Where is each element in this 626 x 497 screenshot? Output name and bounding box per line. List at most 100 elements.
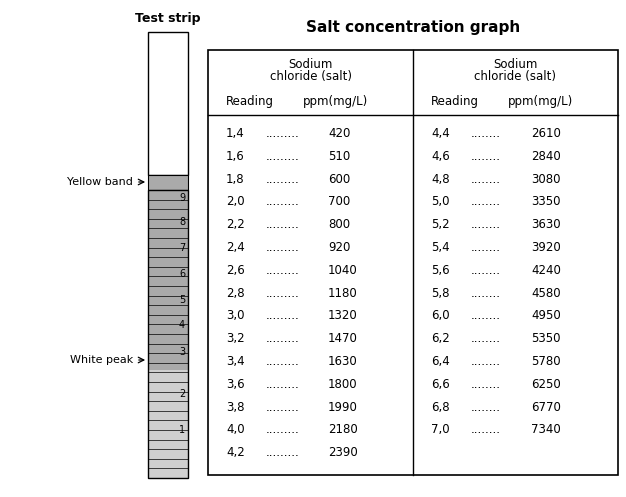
Text: 1,6: 1,6: [226, 150, 245, 163]
Text: 2,4: 2,4: [226, 241, 245, 254]
Text: chloride (salt): chloride (salt): [475, 70, 557, 83]
Text: 6770: 6770: [531, 401, 561, 414]
Text: 5,8: 5,8: [431, 287, 449, 300]
Text: chloride (salt): chloride (salt): [270, 70, 352, 83]
Text: ........: ........: [471, 378, 501, 391]
Text: ........: ........: [471, 332, 501, 345]
Text: 4240: 4240: [531, 264, 561, 277]
Text: 5,4: 5,4: [431, 241, 449, 254]
Text: Reading: Reading: [226, 95, 274, 108]
Text: 7,0: 7,0: [431, 423, 449, 436]
Text: 1990: 1990: [328, 401, 358, 414]
Text: 3630: 3630: [531, 218, 561, 231]
Text: 3,8: 3,8: [226, 401, 245, 414]
Text: ........: ........: [471, 423, 501, 436]
Text: 2: 2: [179, 389, 185, 399]
Text: 600: 600: [328, 172, 351, 185]
Text: 3350: 3350: [531, 195, 560, 208]
Bar: [148, 190, 188, 478]
Text: 1,4: 1,4: [226, 127, 245, 140]
Text: 7: 7: [179, 243, 185, 253]
Text: Sodium: Sodium: [493, 58, 538, 71]
Text: 420: 420: [328, 127, 351, 140]
Text: Yellow band: Yellow band: [67, 177, 133, 187]
Text: ........: ........: [471, 355, 501, 368]
Bar: [148, 190, 188, 370]
Text: .........: .........: [266, 446, 300, 459]
Text: 1040: 1040: [328, 264, 357, 277]
Text: 920: 920: [328, 241, 351, 254]
Text: ........: ........: [471, 195, 501, 208]
Text: 3,0: 3,0: [226, 310, 245, 323]
Text: ........: ........: [471, 150, 501, 163]
Text: 2390: 2390: [328, 446, 357, 459]
Text: Salt concentration graph: Salt concentration graph: [306, 20, 520, 35]
Text: .........: .........: [266, 378, 300, 391]
Text: White peak: White peak: [69, 355, 133, 365]
Text: .........: .........: [266, 264, 300, 277]
Text: 6,2: 6,2: [431, 332, 449, 345]
Text: 2610: 2610: [531, 127, 561, 140]
Text: 6,6: 6,6: [431, 378, 449, 391]
Text: 2,2: 2,2: [226, 218, 245, 231]
Text: .........: .........: [266, 355, 300, 368]
Text: 2180: 2180: [328, 423, 357, 436]
Text: 4,6: 4,6: [431, 150, 449, 163]
Text: 6250: 6250: [531, 378, 561, 391]
Text: 4,0: 4,0: [226, 423, 245, 436]
Text: ........: ........: [471, 172, 501, 185]
Text: 4,2: 4,2: [226, 446, 245, 459]
Text: .........: .........: [266, 310, 300, 323]
Text: ........: ........: [471, 310, 501, 323]
Text: ppm(mg/L): ppm(mg/L): [303, 95, 368, 108]
Text: 5350: 5350: [531, 332, 560, 345]
Text: Reading: Reading: [431, 95, 479, 108]
Text: Sodium: Sodium: [289, 58, 332, 71]
Text: 1,8: 1,8: [226, 172, 245, 185]
Text: .........: .........: [266, 172, 300, 185]
Text: ........: ........: [471, 264, 501, 277]
Text: 5: 5: [179, 295, 185, 305]
Text: 4: 4: [179, 320, 185, 330]
Text: ........: ........: [471, 401, 501, 414]
Text: Test strip: Test strip: [135, 12, 201, 25]
Text: ........: ........: [471, 127, 501, 140]
Text: .........: .........: [266, 195, 300, 208]
Text: 3920: 3920: [531, 241, 561, 254]
Text: 3,4: 3,4: [226, 355, 245, 368]
Text: 4950: 4950: [531, 310, 561, 323]
Text: ppm(mg/L): ppm(mg/L): [508, 95, 573, 108]
Text: 800: 800: [328, 218, 350, 231]
Text: 1180: 1180: [328, 287, 357, 300]
Text: 2840: 2840: [531, 150, 561, 163]
Text: ........: ........: [471, 287, 501, 300]
Text: 5,6: 5,6: [431, 264, 449, 277]
Text: 1320: 1320: [328, 310, 357, 323]
Text: 5,2: 5,2: [431, 218, 449, 231]
Text: 2,8: 2,8: [226, 287, 245, 300]
Text: 6,0: 6,0: [431, 310, 449, 323]
Text: 2,0: 2,0: [226, 195, 245, 208]
Text: .........: .........: [266, 287, 300, 300]
Text: .........: .........: [266, 218, 300, 231]
Text: 1800: 1800: [328, 378, 357, 391]
Text: 3,6: 3,6: [226, 378, 245, 391]
Text: .........: .........: [266, 423, 300, 436]
Text: 3,2: 3,2: [226, 332, 245, 345]
Text: 7340: 7340: [531, 423, 561, 436]
Text: 4,4: 4,4: [431, 127, 449, 140]
Text: .........: .........: [266, 332, 300, 345]
Bar: [148, 175, 188, 190]
Text: .........: .........: [266, 127, 300, 140]
Text: 6,8: 6,8: [431, 401, 449, 414]
Text: 6: 6: [179, 269, 185, 279]
Text: .........: .........: [266, 241, 300, 254]
Text: 4580: 4580: [531, 287, 561, 300]
Text: 1: 1: [179, 425, 185, 435]
Text: 700: 700: [328, 195, 351, 208]
Bar: [148, 32, 188, 175]
Text: 4,8: 4,8: [431, 172, 449, 185]
Text: .........: .........: [266, 401, 300, 414]
Text: ........: ........: [471, 218, 501, 231]
Text: .........: .........: [266, 150, 300, 163]
